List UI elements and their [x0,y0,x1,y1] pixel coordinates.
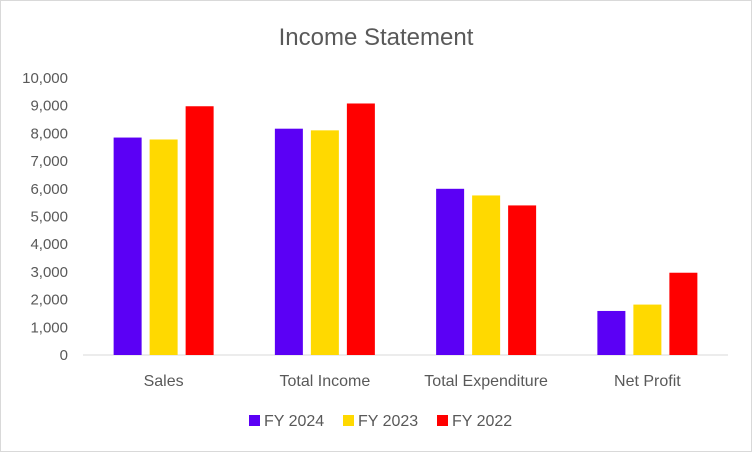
y-tick-label: 2,000 [30,292,68,309]
bar-fy-2023 [310,130,339,355]
bar-fy-2024 [113,137,142,355]
y-tick-label: 10,000 [22,70,68,87]
x-category-label: Net Profit [614,373,681,390]
y-axis-ticks: 0 1,000 2,000 3,000 4,000 5,000 6,000 7,000 8,00… [22,70,68,364]
legend-swatch [249,415,260,426]
legend-label: FY 2023 [358,413,418,430]
bar-fy-2022 [508,205,537,355]
y-tick-label: 1,000 [30,319,68,336]
bar-fy-2024 [597,310,626,355]
y-tick-label: 0 [60,347,68,364]
x-category-label: Total Expenditure [424,373,548,390]
bar-fy-2024 [436,188,465,355]
legend: FY 2024 FY 2023 FY 2022 [249,413,512,430]
x-category-label: Total Income [280,373,371,390]
bar-fy-2022 [346,103,375,355]
y-tick-label: 5,000 [30,209,68,226]
bar-fy-2024 [274,128,303,355]
x-category-label: Sales [144,373,184,390]
y-tick-label: 4,000 [30,236,68,253]
bar-fy-2023 [472,195,501,355]
bars [113,103,698,355]
legend-swatch [343,415,354,426]
y-tick-label: 9,000 [30,98,68,115]
y-tick-label: 7,000 [30,153,68,170]
legend-label: FY 2022 [452,413,512,430]
chart-title: Income Statement [279,24,474,51]
bar-fy-2023 [149,139,178,355]
bar-fy-2022 [185,106,214,355]
y-tick-label: 6,000 [30,181,68,198]
legend-swatch [437,415,448,426]
bar-fy-2022 [669,272,698,355]
legend-label: FY 2024 [264,413,324,430]
bar-fy-2023 [633,304,662,355]
x-axis-labels: Sales Total Income Total Expenditure Net Pr… [144,373,682,390]
y-tick-label: 3,000 [30,264,68,281]
y-tick-label: 8,000 [30,125,68,142]
